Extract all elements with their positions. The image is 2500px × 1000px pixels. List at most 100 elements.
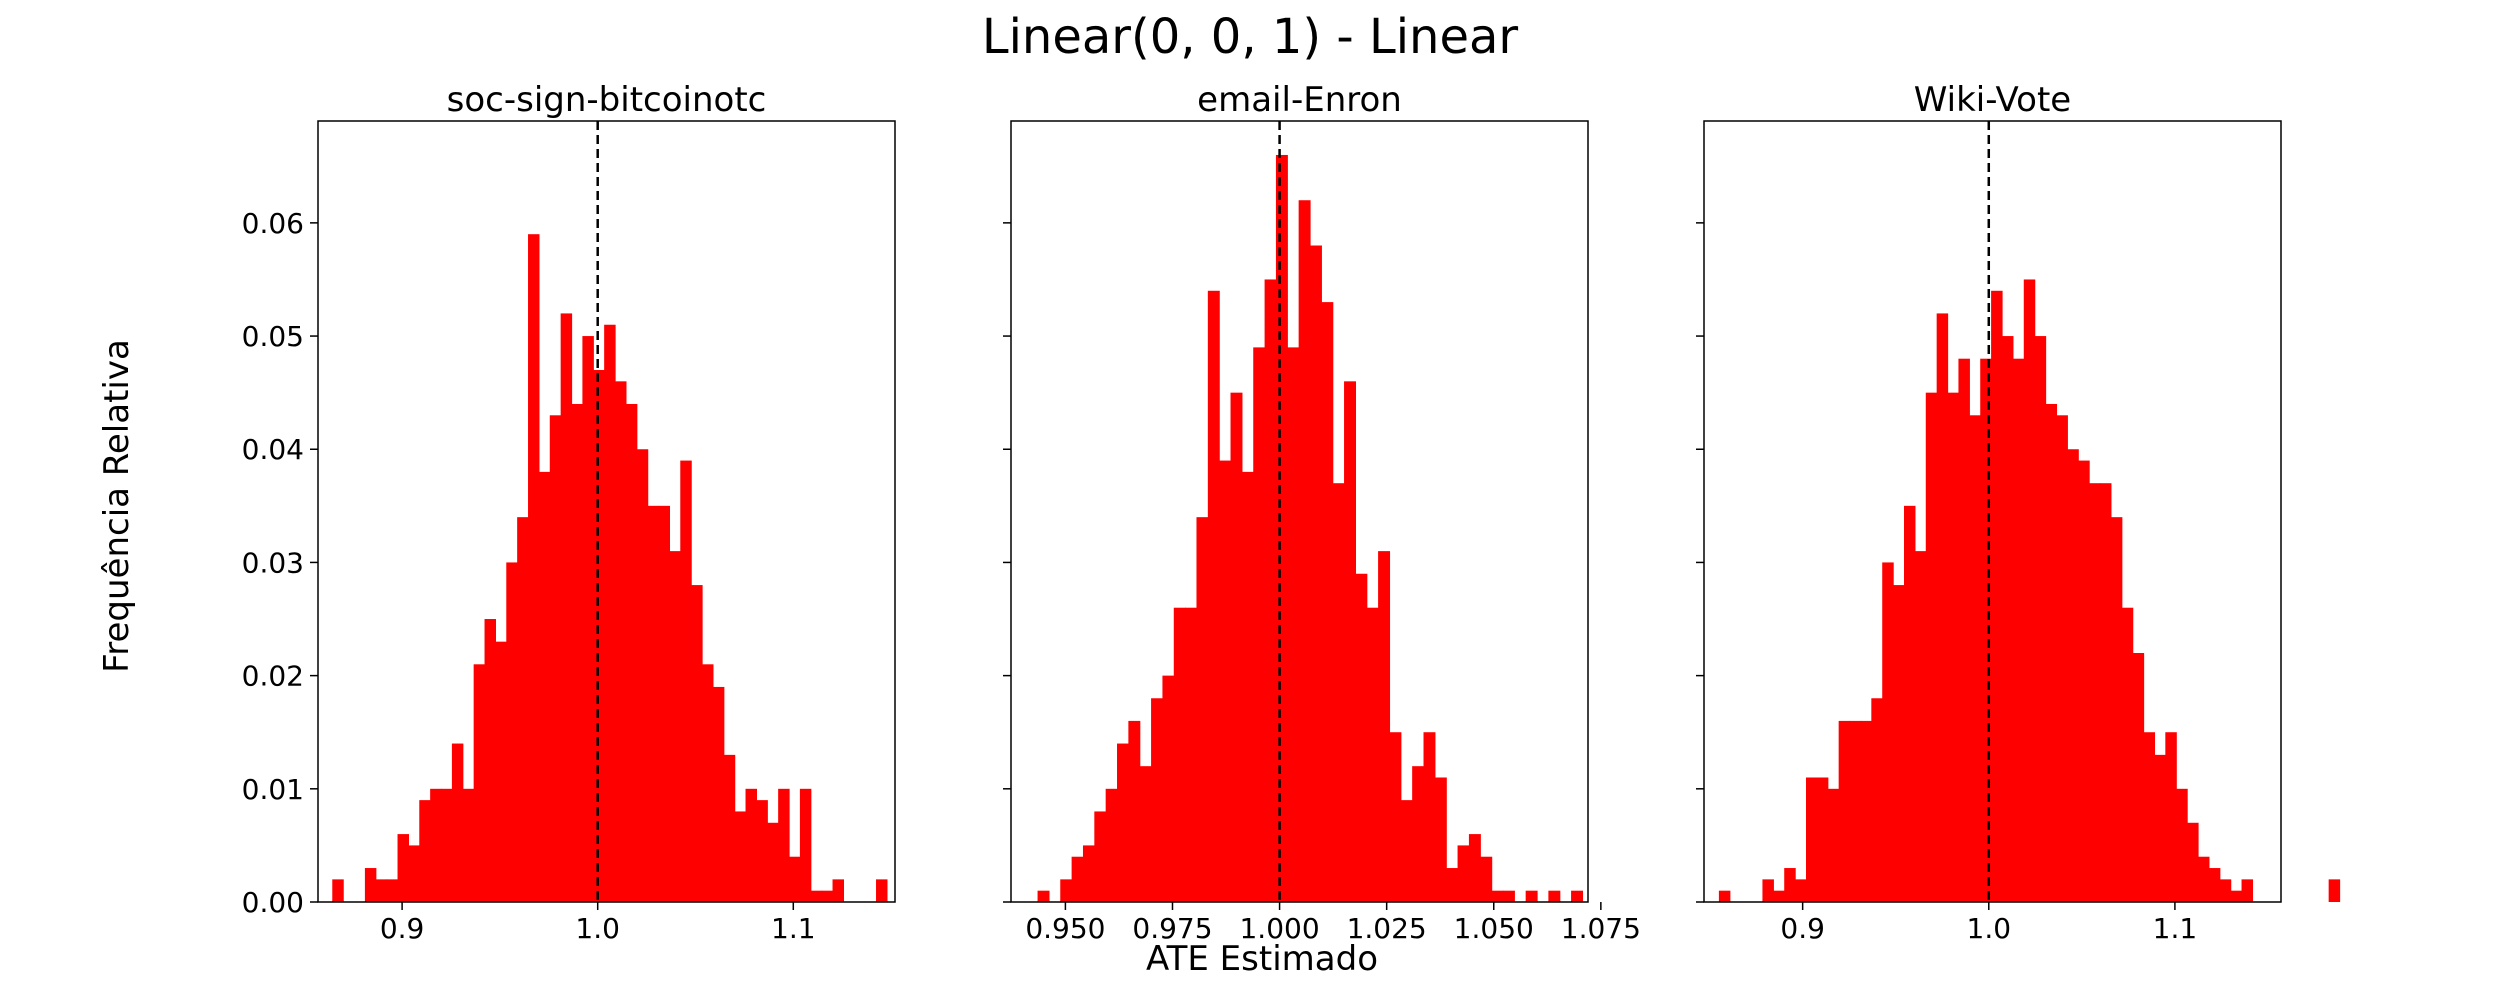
histogram-bar [1882,562,1894,902]
histogram-bar [1991,290,2003,902]
histogram-bar [1571,890,1584,902]
histogram-bar [2165,732,2177,902]
histogram-bar [1958,358,1970,902]
histogram-bar [669,551,681,902]
histogram-bar [2154,754,2166,902]
histogram-bar [1762,879,1774,902]
histogram-bar [2001,336,2014,902]
figure-title: Linear(0, 0, 1) - Linear [982,9,1519,65]
histogram-bar [1969,415,1981,902]
x-tick-label: 1.0 [575,912,620,945]
histogram-bar [1389,732,1402,902]
x-tick-label: 1.0 [1967,912,2012,945]
x-tick-label: 0.9 [1780,912,1825,945]
histogram-bar [430,788,442,902]
histogram-bar [1309,245,1322,902]
histogram-bar [1893,585,1905,902]
histogram-bar [604,324,616,902]
histogram-bar [451,743,464,902]
histogram-bar [1871,698,1883,902]
histogram-bar [462,788,475,902]
histogram-bar [1925,392,1938,902]
y-tick-label: 0.03 [242,546,304,579]
histogram-bar [1117,743,1129,902]
histogram-bar [2012,358,2025,902]
histogram-bar [1446,868,1459,902]
histogram-bar [832,879,844,902]
panel-soc-sign-bitcoinotc: soc-sign-bitcoinotc 0.9 1.0 1.1 0.00 0.01 0.02… [242,80,896,945]
histogram-bar [799,788,812,902]
histogram-bar [2197,856,2210,902]
histogram-bar [1241,471,1254,902]
panel-title: soc-sign-bitcoinotc [447,80,767,120]
y-tick-label: 0.06 [242,207,304,240]
histogram-bar [2078,460,2090,902]
histogram-bar [1860,720,1872,902]
histogram-bar [1344,381,1356,903]
histogram-bar [549,415,562,902]
histogram-bar [1139,766,1152,902]
histogram-bar [2045,403,2058,902]
x-tick-label: 1.1 [2153,912,2198,945]
histogram-bar [756,800,768,902]
histogram-bar [397,834,409,902]
histogram-bar [1378,551,1391,902]
histogram-bar [1936,313,1949,902]
histogram-bar [1230,392,1243,902]
histogram-bar [1185,607,1198,902]
y-axis-label: Frequência Relativa [97,339,137,673]
histogram-bar [2208,868,2221,902]
histogram-bar [745,788,757,902]
histogram-bar [2132,652,2145,902]
histogram-bar [408,845,420,902]
histogram-bar [1434,777,1447,902]
histogram-bar [778,788,790,902]
histogram-bar [1094,811,1107,902]
histogram-bar [1151,698,1164,902]
histogram-bar [1816,777,1829,902]
histogram-bar [1718,890,1731,902]
histogram-bar [702,664,714,902]
histogram-bar [615,381,627,903]
x-tick-label: 1.050 [1454,912,1534,945]
histogram-bar [1468,834,1481,902]
histogram-bar [2121,607,2134,902]
histogram-bar [1806,777,1818,902]
histogram-bar [2110,517,2123,902]
histogram-bar [1060,879,1073,902]
histogram-bar [1904,505,1916,902]
histogram-bar [2241,879,2254,902]
histogram-bar [2056,415,2068,902]
histogram-bar [375,879,388,902]
histogram-bar [419,800,431,902]
histogram-bar [517,517,529,902]
panel-email-enron: email-Enron 0.950 0.975 1.000 1.025 1.050 1.07… [1003,80,1641,945]
histogram-bar [1173,607,1186,902]
histogram-bar [332,879,344,902]
histogram-bar [1253,347,1266,902]
histogram-bar [1773,890,1785,902]
x-tick-label: 0.950 [1025,912,1105,945]
histogram-bar [2328,879,2341,902]
histogram-bar [538,471,551,902]
histogram-bar [2230,890,2243,902]
histogram-bar [473,664,486,902]
histogram-bar [571,403,583,902]
histogram-bar [1502,890,1515,902]
histogram-bar [441,788,453,902]
histogram-bar [1071,856,1084,902]
histogram-bar [723,754,736,902]
x-tick-label: 1.075 [1561,912,1641,945]
histogram-bar [1321,302,1334,903]
histogram-bar [2219,879,2232,902]
axes-frame [1010,120,1589,903]
histogram-bar [593,370,605,902]
histogram-bar [1275,154,1288,902]
histogram-bar [712,686,725,902]
histogram-bar [1491,890,1504,902]
histogram-bar [582,336,594,902]
histogram-bar [495,641,507,902]
histogram-bar [1914,551,1927,902]
histogram-bar [1264,279,1277,903]
